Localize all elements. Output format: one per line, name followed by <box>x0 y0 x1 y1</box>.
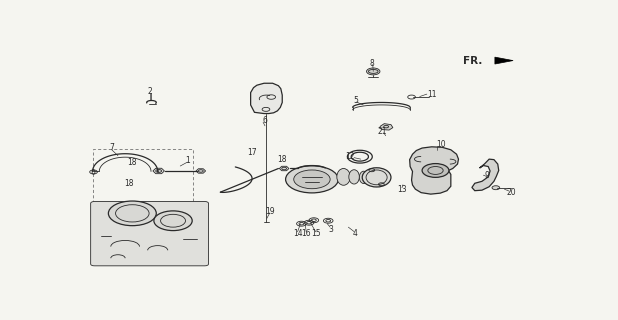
Circle shape <box>108 201 156 226</box>
Polygon shape <box>279 166 289 171</box>
Polygon shape <box>472 159 499 191</box>
Ellipse shape <box>337 169 350 185</box>
Text: 12: 12 <box>345 152 355 161</box>
Text: 1: 1 <box>185 156 190 165</box>
Text: 8: 8 <box>370 59 375 68</box>
Circle shape <box>422 164 449 177</box>
Text: 15: 15 <box>311 229 321 238</box>
Ellipse shape <box>362 168 391 187</box>
Text: 21: 21 <box>377 126 387 136</box>
Text: 9: 9 <box>485 171 489 180</box>
Circle shape <box>294 170 330 189</box>
Text: 7: 7 <box>109 143 114 152</box>
Text: 2: 2 <box>148 87 153 96</box>
FancyBboxPatch shape <box>91 202 208 266</box>
Circle shape <box>492 186 500 190</box>
Text: 18: 18 <box>124 179 133 188</box>
Text: 3: 3 <box>329 225 334 234</box>
Polygon shape <box>251 83 282 114</box>
Polygon shape <box>379 124 393 130</box>
Text: 14: 14 <box>293 229 302 238</box>
Text: 5: 5 <box>353 96 358 105</box>
Text: 11: 11 <box>427 90 436 99</box>
Polygon shape <box>153 168 164 174</box>
Text: 20: 20 <box>506 188 516 197</box>
Text: 18: 18 <box>277 155 287 164</box>
Text: 13: 13 <box>397 185 407 194</box>
Ellipse shape <box>349 170 359 184</box>
Text: 17: 17 <box>247 148 257 157</box>
Text: 4: 4 <box>353 228 357 237</box>
Circle shape <box>366 68 380 75</box>
Text: 18: 18 <box>127 158 137 167</box>
Ellipse shape <box>359 171 368 184</box>
Text: 6: 6 <box>263 116 268 125</box>
Polygon shape <box>196 169 206 173</box>
Text: 19: 19 <box>265 207 274 216</box>
Polygon shape <box>410 147 459 194</box>
Text: FR.: FR. <box>463 56 482 66</box>
Polygon shape <box>495 57 513 64</box>
Circle shape <box>286 166 338 193</box>
Bar <box>93 149 193 208</box>
Text: 16: 16 <box>302 229 311 238</box>
Circle shape <box>154 211 192 231</box>
Text: 10: 10 <box>436 140 446 149</box>
